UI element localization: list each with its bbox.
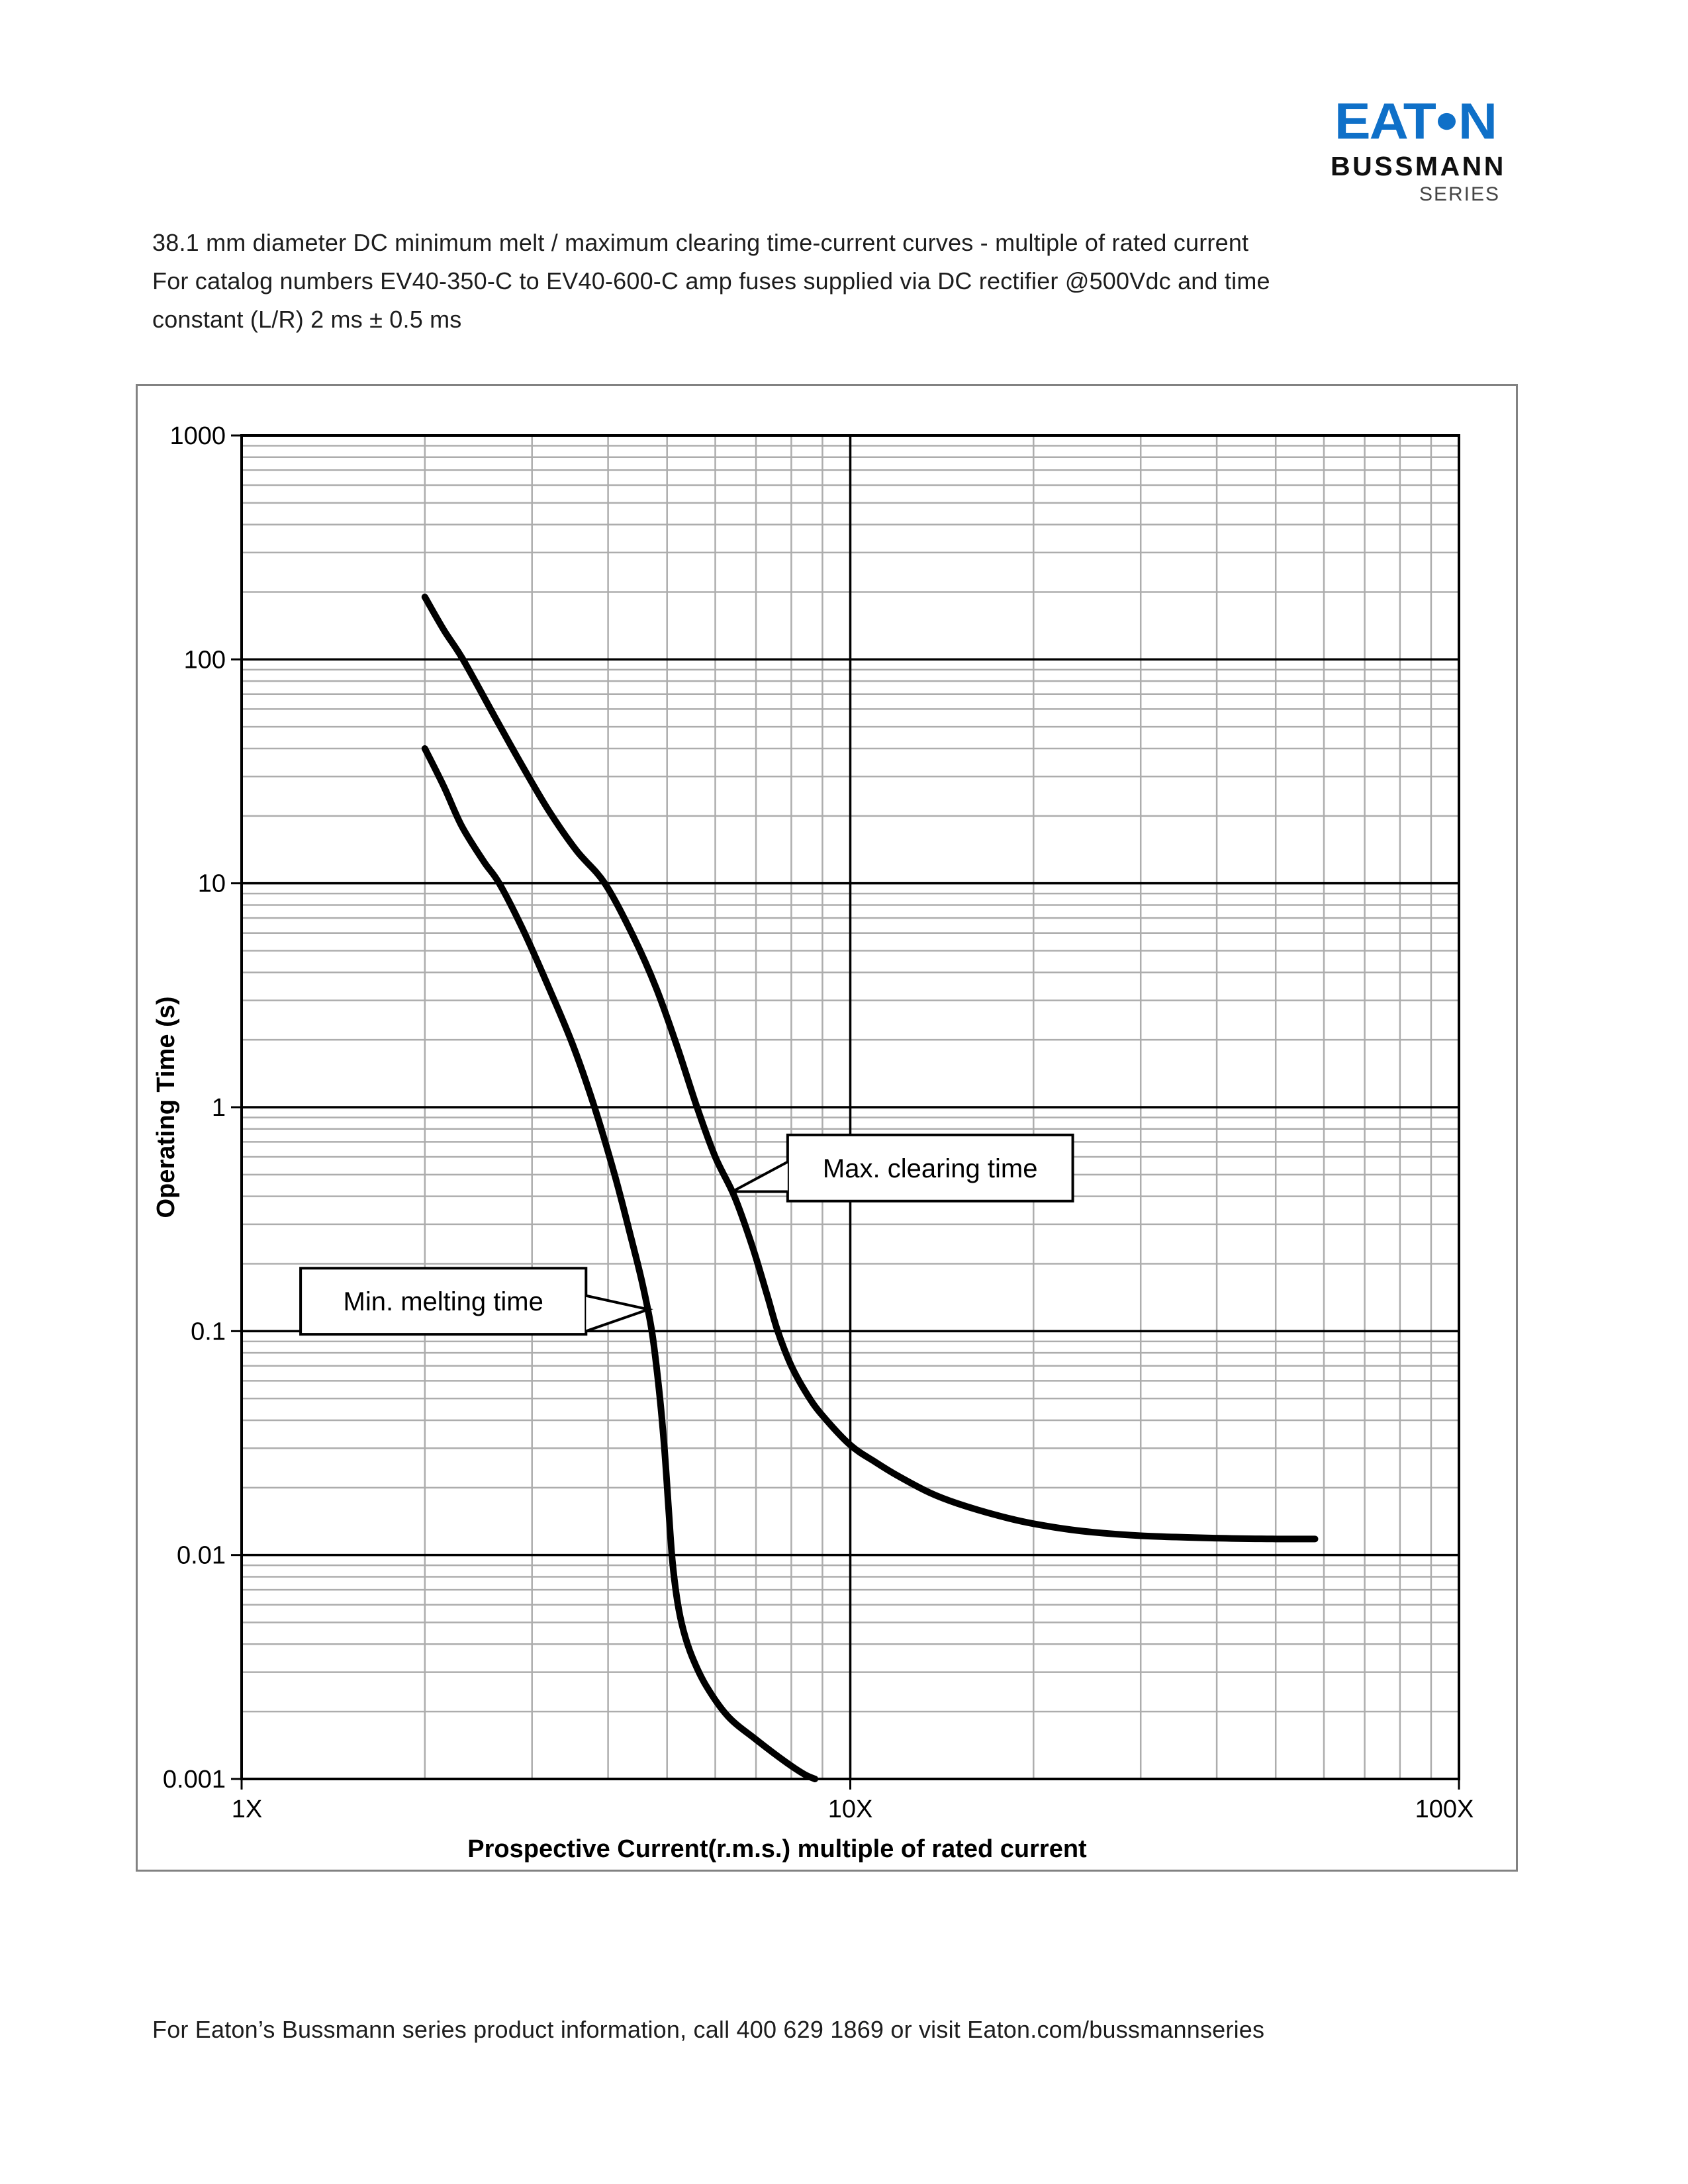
bussmann-text: BUSSMANN (1331, 151, 1506, 181)
callout-label: Max. clearing time (823, 1154, 1038, 1183)
callout-pointer-outline (585, 1294, 653, 1333)
y-tick-label: 0.001 (163, 1766, 226, 1794)
callout-min-melting: Min. melting time (299, 1267, 653, 1336)
eaton-wordmark-left: EAT (1334, 93, 1436, 150)
eaton-dot-icon (1437, 113, 1456, 130)
max-clearing-curve (421, 594, 1319, 1543)
y-tick-label: 0.1 (191, 1318, 226, 1345)
callout-pointer-outline (731, 1160, 788, 1193)
footer-text: For Eaton’s Bussmann series product info… (152, 2016, 1265, 2043)
x-tick-label: 100X (1415, 1796, 1474, 1823)
callout-box (299, 1267, 588, 1336)
y-tick-label: 100 (184, 646, 226, 674)
y-tick-label: 1 (212, 1094, 226, 1122)
title-line-1: 38.1 mm diameter DC minimum melt / maxim… (152, 229, 1249, 256)
chart-panel: 1000 100 10 1 0.1 0.01 0.001 1X 10X 100X Prospecti… (136, 384, 1518, 1872)
x-tick-label: 10X (828, 1796, 873, 1823)
callout-pointer-fill (586, 1295, 649, 1332)
axis-ticks (231, 434, 1460, 1790)
eaton-wordmark: EAT N (1331, 96, 1500, 147)
eaton-wordmark-right: N (1458, 93, 1497, 150)
title-line-3: constant (L/R) 2 ms ± 0.5 ms (152, 306, 462, 333)
title-line-2: For catalog numbers EV40-350-C to EV40-6… (152, 267, 1270, 295)
series-text: SERIES (1419, 183, 1500, 205)
document-title: 38.1 mm diameter DC minimum melt / maxim… (152, 224, 1270, 339)
callout-label: Min. melting time (344, 1287, 543, 1316)
x-axis-title: Prospective Current(r.m.s.) multiple of … (467, 1835, 1087, 1863)
y-tick-label: 1000 (169, 422, 226, 450)
x-tick-label: 1X (232, 1796, 262, 1823)
y-tick-label: 0.01 (177, 1542, 226, 1570)
callout-max-clearing: Max. clearing time (731, 1133, 1074, 1203)
y-tick-label: 10 (198, 870, 226, 898)
min-melting-curve (421, 745, 819, 1782)
eaton-logo: EAT N BUSSMANN SERIES (1331, 96, 1506, 206)
y-axis-title: Operating Time (s) (152, 996, 180, 1218)
callout-box (786, 1133, 1074, 1203)
